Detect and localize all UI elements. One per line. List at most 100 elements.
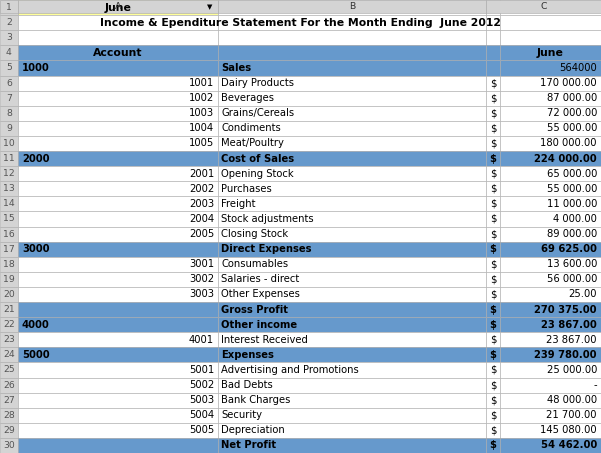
Text: 2003: 2003: [189, 199, 214, 209]
Text: 1001: 1001: [189, 78, 214, 88]
Bar: [18, 60, 218, 76]
Bar: [486, 317, 500, 332]
Text: 18: 18: [3, 260, 15, 269]
Bar: [218, 91, 486, 106]
Text: 20: 20: [3, 290, 15, 299]
Text: 21: 21: [3, 305, 15, 314]
Bar: [486, 332, 500, 347]
Text: $: $: [490, 304, 496, 314]
Bar: [486, 196, 500, 212]
Text: 4: 4: [6, 48, 12, 58]
Bar: [500, 212, 601, 226]
Bar: [486, 0, 601, 13]
Text: 2001: 2001: [189, 169, 214, 178]
Bar: [500, 15, 601, 30]
Bar: [218, 212, 486, 226]
Text: 9: 9: [6, 124, 12, 133]
Bar: [486, 166, 500, 181]
Bar: [218, 76, 486, 91]
Text: $: $: [490, 350, 496, 360]
Text: Dairy Products: Dairy Products: [221, 78, 294, 88]
Bar: [218, 257, 486, 272]
Text: $: $: [490, 184, 496, 194]
Bar: [18, 393, 218, 408]
Bar: [486, 362, 500, 377]
Text: C: C: [540, 2, 547, 11]
Bar: [218, 196, 486, 212]
Bar: [500, 166, 601, 181]
Text: 17: 17: [3, 245, 15, 254]
Text: 27: 27: [3, 395, 15, 405]
Text: 15: 15: [3, 214, 15, 223]
Text: 30: 30: [3, 441, 15, 450]
Bar: [18, 106, 218, 121]
Bar: [486, 30, 500, 45]
Bar: [218, 60, 486, 76]
Text: Condiments: Condiments: [221, 123, 281, 133]
Text: 3002: 3002: [189, 275, 214, 284]
Bar: [486, 60, 500, 76]
Text: Gross Profit: Gross Profit: [221, 304, 288, 314]
Bar: [18, 226, 218, 241]
Bar: [486, 151, 500, 166]
Text: $: $: [490, 139, 496, 149]
Text: 5000: 5000: [22, 350, 50, 360]
Bar: [18, 423, 218, 438]
Bar: [486, 226, 500, 241]
Text: $: $: [490, 289, 496, 299]
Text: 170 000.00: 170 000.00: [540, 78, 597, 88]
Bar: [0, 272, 18, 287]
Bar: [218, 423, 486, 438]
Text: 2000: 2000: [22, 154, 49, 164]
Text: 270 375.00: 270 375.00: [534, 304, 597, 314]
Text: 19: 19: [3, 275, 15, 284]
Text: 564000: 564000: [560, 63, 597, 73]
Text: $: $: [490, 395, 496, 405]
Bar: [218, 45, 486, 60]
Bar: [486, 91, 500, 106]
Bar: [486, 423, 500, 438]
Text: Net Profit: Net Profit: [221, 440, 276, 450]
Bar: [218, 317, 486, 332]
Bar: [18, 438, 218, 453]
Bar: [486, 377, 500, 393]
Bar: [486, 347, 500, 362]
Bar: [0, 423, 18, 438]
Text: $: $: [490, 229, 496, 239]
Bar: [486, 0, 500, 15]
Text: 5005: 5005: [189, 425, 214, 435]
Bar: [500, 106, 601, 121]
Bar: [0, 226, 18, 241]
Text: 22: 22: [3, 320, 15, 329]
Bar: [500, 272, 601, 287]
Bar: [0, 212, 18, 226]
Bar: [500, 121, 601, 136]
Text: $: $: [490, 123, 496, 133]
Text: June: June: [537, 48, 564, 58]
Bar: [486, 106, 500, 121]
Bar: [218, 272, 486, 287]
Text: 5002: 5002: [189, 380, 214, 390]
Text: 1002: 1002: [189, 93, 214, 103]
Text: 87 000.00: 87 000.00: [547, 93, 597, 103]
Bar: [486, 302, 500, 317]
Bar: [500, 45, 601, 60]
Text: 145 080.00: 145 080.00: [540, 425, 597, 435]
Bar: [218, 241, 486, 257]
Bar: [500, 136, 601, 151]
Bar: [218, 0, 486, 15]
Bar: [18, 241, 218, 257]
Text: Freight: Freight: [221, 199, 255, 209]
Text: $: $: [490, 410, 496, 420]
Bar: [218, 106, 486, 121]
Bar: [0, 0, 18, 15]
Text: 3000: 3000: [22, 244, 49, 254]
Bar: [486, 212, 500, 226]
Text: Opening Stock: Opening Stock: [221, 169, 294, 178]
Text: Account: Account: [93, 48, 143, 58]
Bar: [0, 181, 18, 196]
Bar: [18, 0, 218, 15]
Text: Interest Received: Interest Received: [221, 335, 308, 345]
Text: Stock adjustments: Stock adjustments: [221, 214, 314, 224]
Text: 4000: 4000: [22, 320, 50, 330]
